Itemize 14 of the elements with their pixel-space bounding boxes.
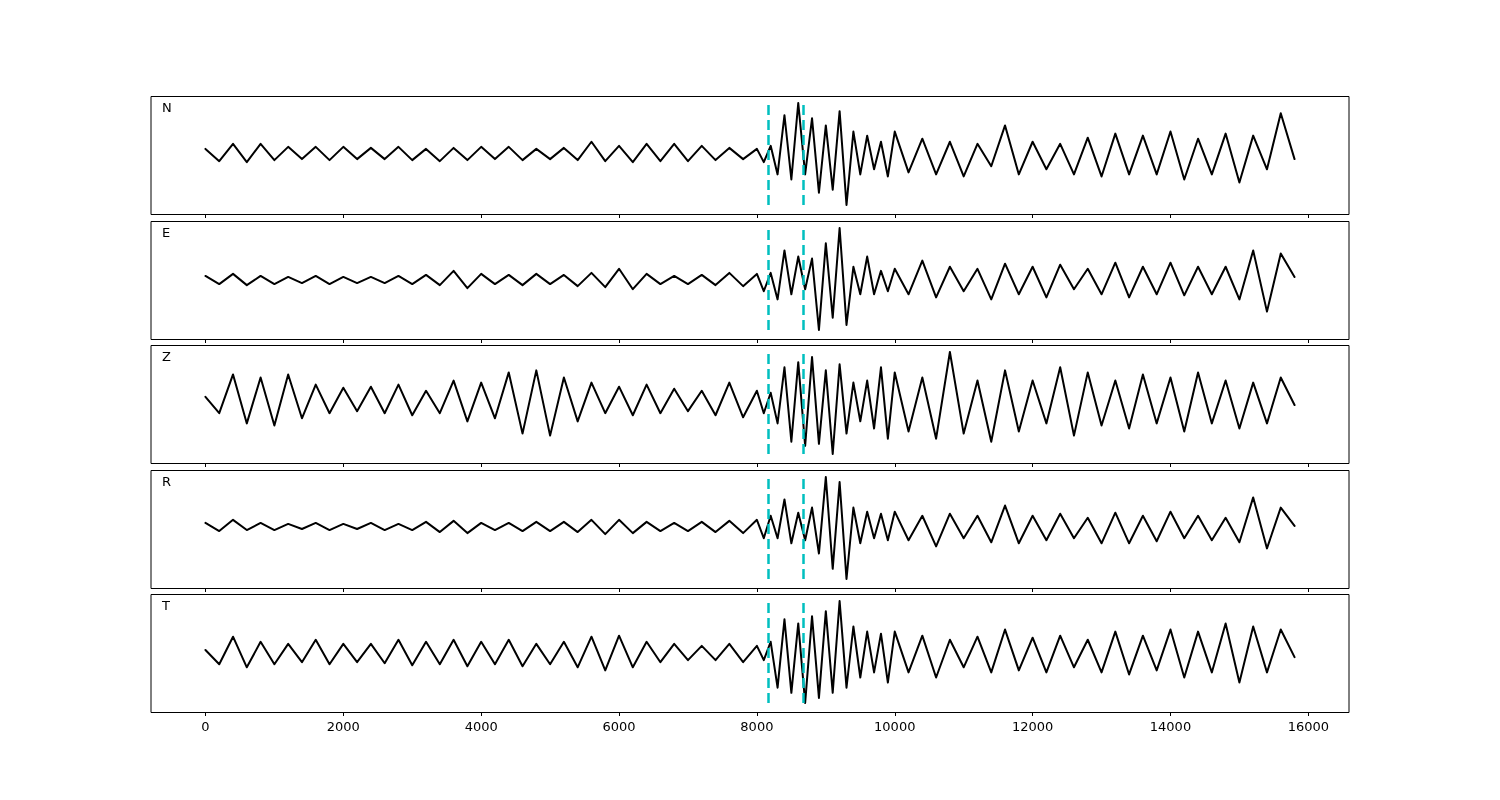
x-tick-label: 2000 [326,719,360,734]
x-tick-label: 12000 [1011,719,1054,734]
annotation: T [161,598,170,613]
annotation: N [162,100,172,115]
x-tick-label: 0 [201,719,210,734]
x-tick-label: 16000 [1287,719,1330,734]
x-tick-label: 10000 [874,719,916,734]
x-tick-label: 8000 [740,719,774,734]
annotation: E [162,225,171,240]
x-tick-label: 4000 [464,719,498,734]
annotation: R [162,474,172,489]
annotation: Z [162,349,171,364]
x-tick-label: 14000 [1149,719,1192,734]
x-tick-label: 6000 [602,719,636,734]
